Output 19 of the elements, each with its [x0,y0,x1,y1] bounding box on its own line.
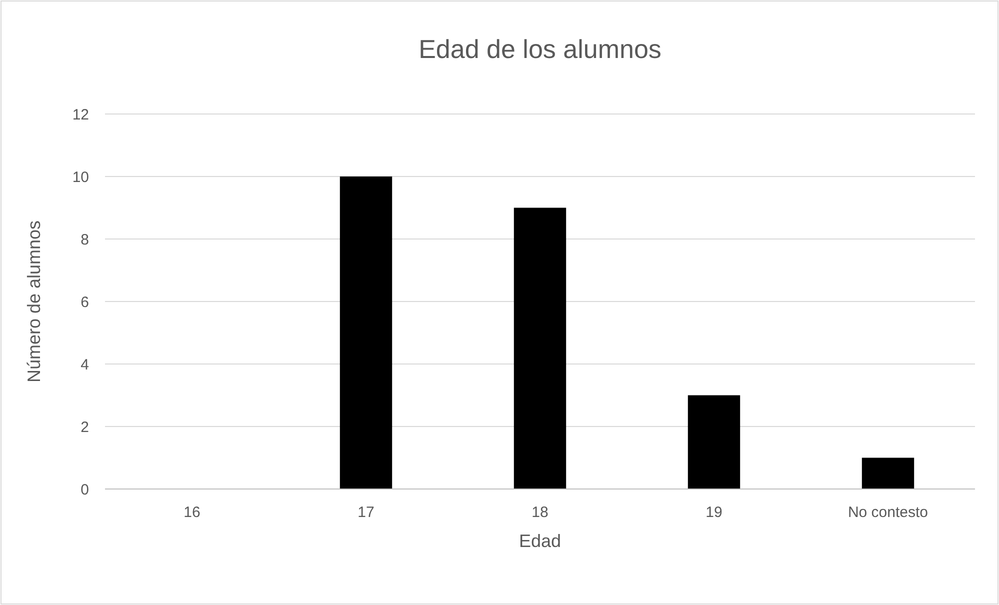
x-tick-label: 19 [706,504,722,521]
bar [862,458,914,489]
y-axis-title: Número de alumnos [24,220,44,383]
x-tick-label: 16 [184,504,200,521]
y-tick-label: 6 [80,294,89,311]
x-tick-label: 18 [532,504,548,521]
bar [514,208,566,489]
y-tick-label: 2 [80,418,89,436]
y-tick-label: 4 [80,356,89,374]
y-tick-label: 8 [80,231,89,248]
y-tick-label: 0 [80,481,89,498]
x-axis-title: Edad [518,531,562,551]
x-tick-label: No contesto [848,504,928,521]
y-tick-label: 10 [72,168,89,186]
y-tick-label: 12 [72,106,89,124]
bar [688,395,740,489]
x-tick-label: 17 [358,504,374,521]
bar [340,176,392,489]
chart-title: Edad de los alumnos [418,34,662,64]
